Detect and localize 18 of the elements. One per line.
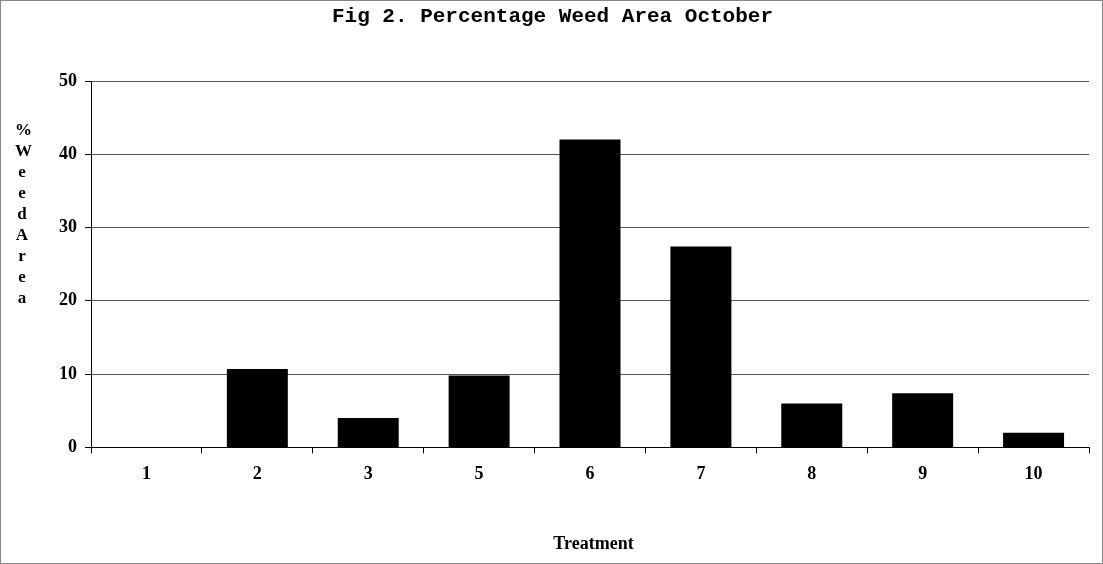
x-tick-label: 9 [918,462,928,483]
y-tick-label: 20 [59,289,77,310]
x-tick-label: 2 [252,462,262,483]
chart-title: Fig 2. Percentage Weed Area October [330,5,775,28]
x-tick-label: 3 [363,462,373,483]
y-tick-label: 10 [59,362,77,383]
x-tick-label: 5 [474,462,484,483]
y-tick-label: 40 [59,142,77,163]
x-tick-label: 1 [141,462,151,483]
x-tick-label: 8 [807,462,817,483]
y-tick-label: 50 [59,69,77,90]
y-tick-label: 30 [59,216,77,237]
y-tick-label: 0 [68,436,77,457]
x-tick-label: 10 [1024,462,1043,483]
x-axis-title: Treatment [552,533,635,554]
x-tick-label: 6 [585,462,595,483]
x-tick-label: 7 [696,462,706,483]
text: % Weed Area [15,120,32,307]
